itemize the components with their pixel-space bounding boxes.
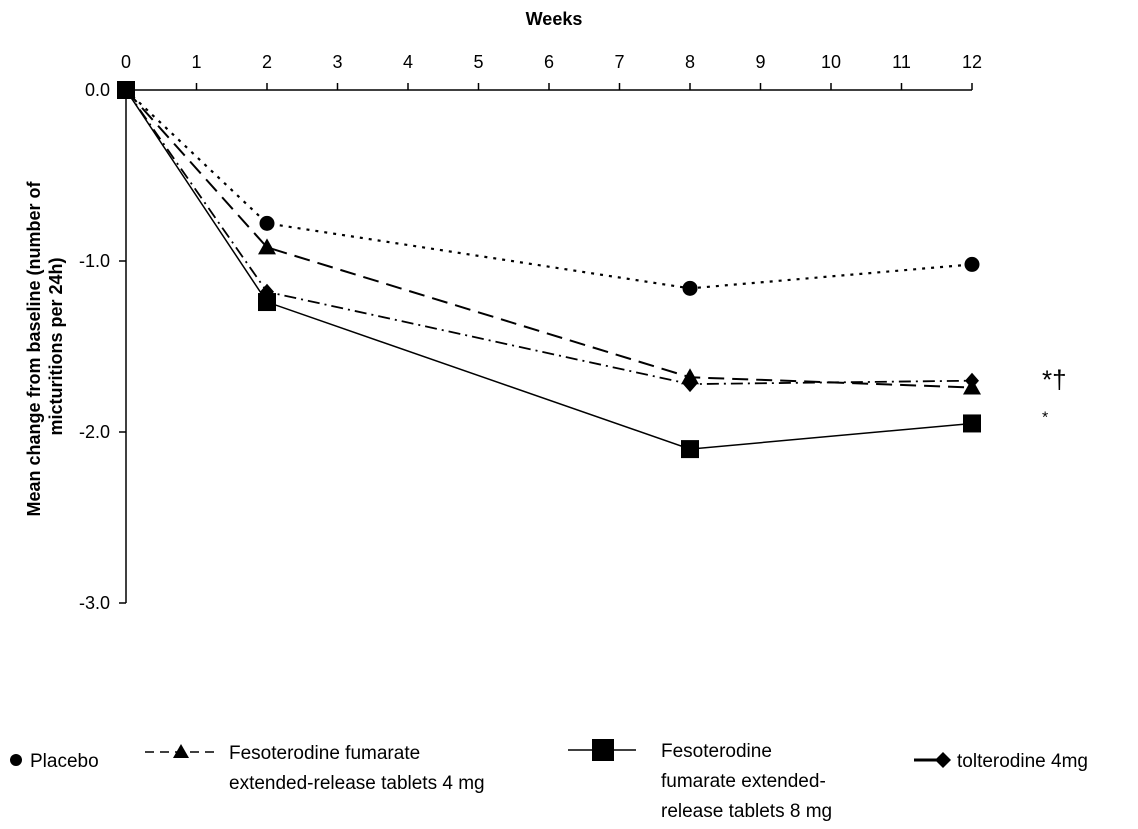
legend-item-placebo: Placebo xyxy=(10,751,99,772)
x-tick-label: 10 xyxy=(821,52,841,72)
series-triangle xyxy=(125,89,973,389)
y-tick-label: 0.0 xyxy=(85,80,110,100)
legend-label-placebo-line-1: Placebo xyxy=(30,751,99,772)
legend-item-tolterodine: tolterodine 4mg xyxy=(914,751,1088,772)
x-tick-label: 0 xyxy=(121,52,131,72)
data-point-diamond xyxy=(965,372,979,389)
legend-circle-marker xyxy=(10,754,22,766)
annotations: *† * xyxy=(1042,365,1067,427)
y-axis-label-line-2: micturitions per 24h) xyxy=(46,257,66,435)
series-markers-square xyxy=(117,81,981,459)
y-ticks: 0.0 -1.0 -2.0 -3.0 xyxy=(79,80,126,613)
x-tick-label: 8 xyxy=(685,52,695,72)
legend-triangle-marker xyxy=(173,744,189,758)
x-tick-label: 11 xyxy=(892,52,911,72)
legend-label-placebo: Placebo xyxy=(30,751,99,772)
legend-item-feso4: Fesoterodine fumarate extended-release t… xyxy=(145,743,485,794)
x-tick-label: 5 xyxy=(473,52,483,72)
x-tick-label: 4 xyxy=(403,52,413,72)
significance-annotation: *† xyxy=(1042,365,1067,395)
y-axis-label-line-1: Mean change from baseline (number of xyxy=(24,180,44,516)
series-circle xyxy=(125,89,973,290)
series-line xyxy=(125,89,973,290)
series-square xyxy=(125,89,973,450)
data-point-triangle xyxy=(258,238,276,255)
legend-item-feso8: Fesoterodine fumarate extended- release … xyxy=(568,739,832,822)
x-tick-label: 9 xyxy=(755,52,765,72)
x-tick-label: 1 xyxy=(191,52,201,72)
data-point-square xyxy=(963,414,981,433)
y-axis-label: Mean change from baseline (number of mic… xyxy=(24,176,66,516)
series-markers-diamond xyxy=(119,82,979,393)
series-layer xyxy=(117,81,981,459)
data-point-circle xyxy=(964,256,980,272)
legend-label-feso8: Fesoterodine fumarate extended- release … xyxy=(661,741,832,822)
series-diamond xyxy=(125,89,973,386)
series-markers-circle xyxy=(118,82,980,296)
legend: Placebo Fesoterodine fumarate extended-r… xyxy=(10,739,1088,822)
x-tick-label: 3 xyxy=(332,52,342,72)
legend-label-feso8-line-1: Fesoterodine xyxy=(661,741,772,762)
legend-label-tolterodine-line-1: tolterodine 4mg xyxy=(957,751,1088,772)
data-point-circle xyxy=(682,280,698,296)
data-point-square xyxy=(258,293,276,312)
x-axis-label: Weeks xyxy=(526,9,583,29)
data-point-square xyxy=(117,81,135,99)
y-tick-label: -1.0 xyxy=(79,251,110,271)
axes: 0 1 2 3 4 5 6 7 8 9 10 11 12 0.0-1.0-2.0-3.0 Weeks M… xyxy=(24,9,982,613)
x-tick-label: 12 xyxy=(962,52,982,72)
y-tick-label: -2.0 xyxy=(79,422,110,442)
significance-annotation: * xyxy=(1042,409,1048,426)
legend-label-tolterodine: tolterodine 4mg xyxy=(957,751,1088,772)
series-markers-triangle xyxy=(117,81,981,395)
legend-label-feso4-line-1: Fesoterodine fumarate xyxy=(229,743,420,764)
legend-label-feso8-line-2: fumarate extended- xyxy=(661,771,826,792)
legend-label-feso4: Fesoterodine fumarate extended-release t… xyxy=(229,743,485,794)
series-line xyxy=(125,89,973,389)
data-point-circle xyxy=(259,215,275,231)
data-point-square xyxy=(681,440,699,459)
y-tick-label: -3.0 xyxy=(79,593,110,613)
x-tick-label: 6 xyxy=(544,52,554,72)
series-line xyxy=(125,89,973,450)
legend-label-feso8-line-3: release tablets 8 mg xyxy=(661,801,832,822)
x-ticks: 0 1 2 3 4 5 6 7 8 9 10 11 12 xyxy=(121,52,982,90)
legend-diamond-marker xyxy=(935,752,951,768)
legend-square-marker xyxy=(592,739,614,761)
x-tick-label: 2 xyxy=(262,52,272,72)
series-line xyxy=(125,89,973,386)
data-point-diamond xyxy=(683,376,697,393)
x-tick-label: 7 xyxy=(614,52,624,72)
legend-label-feso4-line-2: extended-release tablets 4 mg xyxy=(229,773,485,794)
